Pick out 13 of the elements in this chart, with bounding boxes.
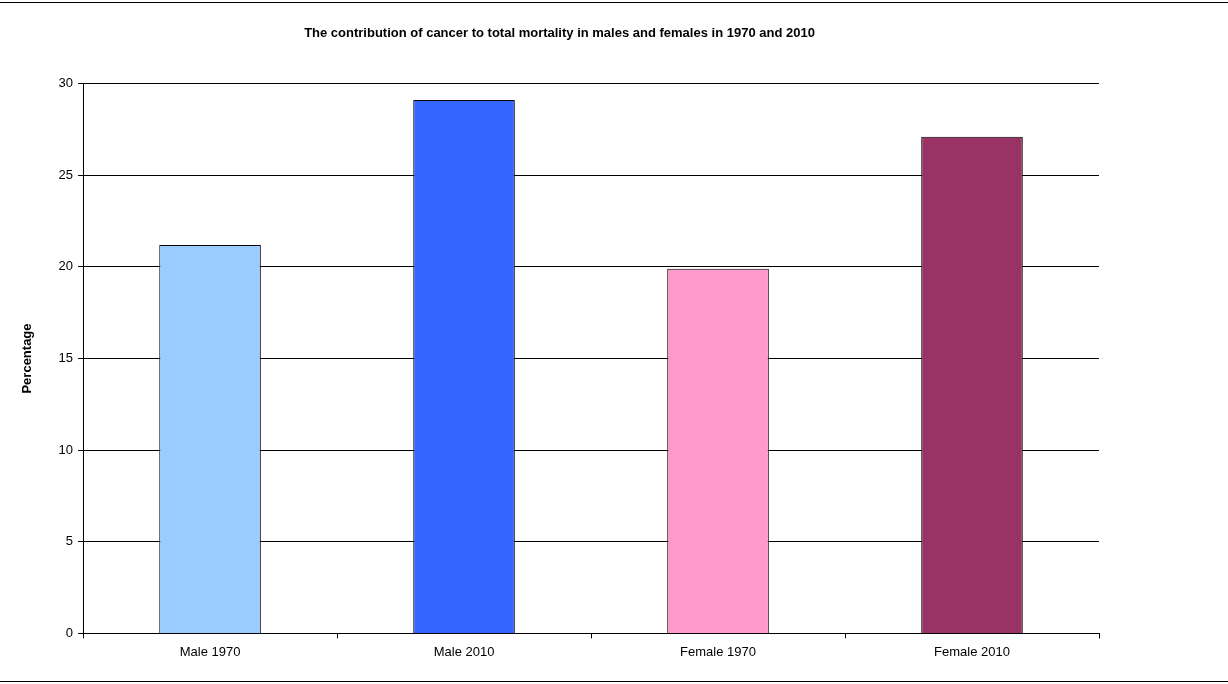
x-tick-label: Female 2010 <box>934 643 1010 659</box>
y-tick-label: 25 <box>58 166 74 182</box>
y-tick-label: 10 <box>58 441 74 457</box>
y-tick-label: 30 <box>58 75 74 91</box>
x-tick-label: Female 1970 <box>680 643 756 659</box>
y-tick-label: 20 <box>58 258 74 274</box>
x-tick-label: Male 2010 <box>433 643 495 659</box>
y-axis-title: Percentage <box>19 323 35 394</box>
x-tick-label: Male 1970 <box>179 643 241 659</box>
chart-title: The contribution of cancer to total mortality in males and females in 1970 and 2010 <box>304 25 815 41</box>
y-tick-label: 0 <box>65 624 74 640</box>
y-tick-label: 5 <box>65 533 74 549</box>
y-tick-label: 15 <box>58 350 74 366</box>
